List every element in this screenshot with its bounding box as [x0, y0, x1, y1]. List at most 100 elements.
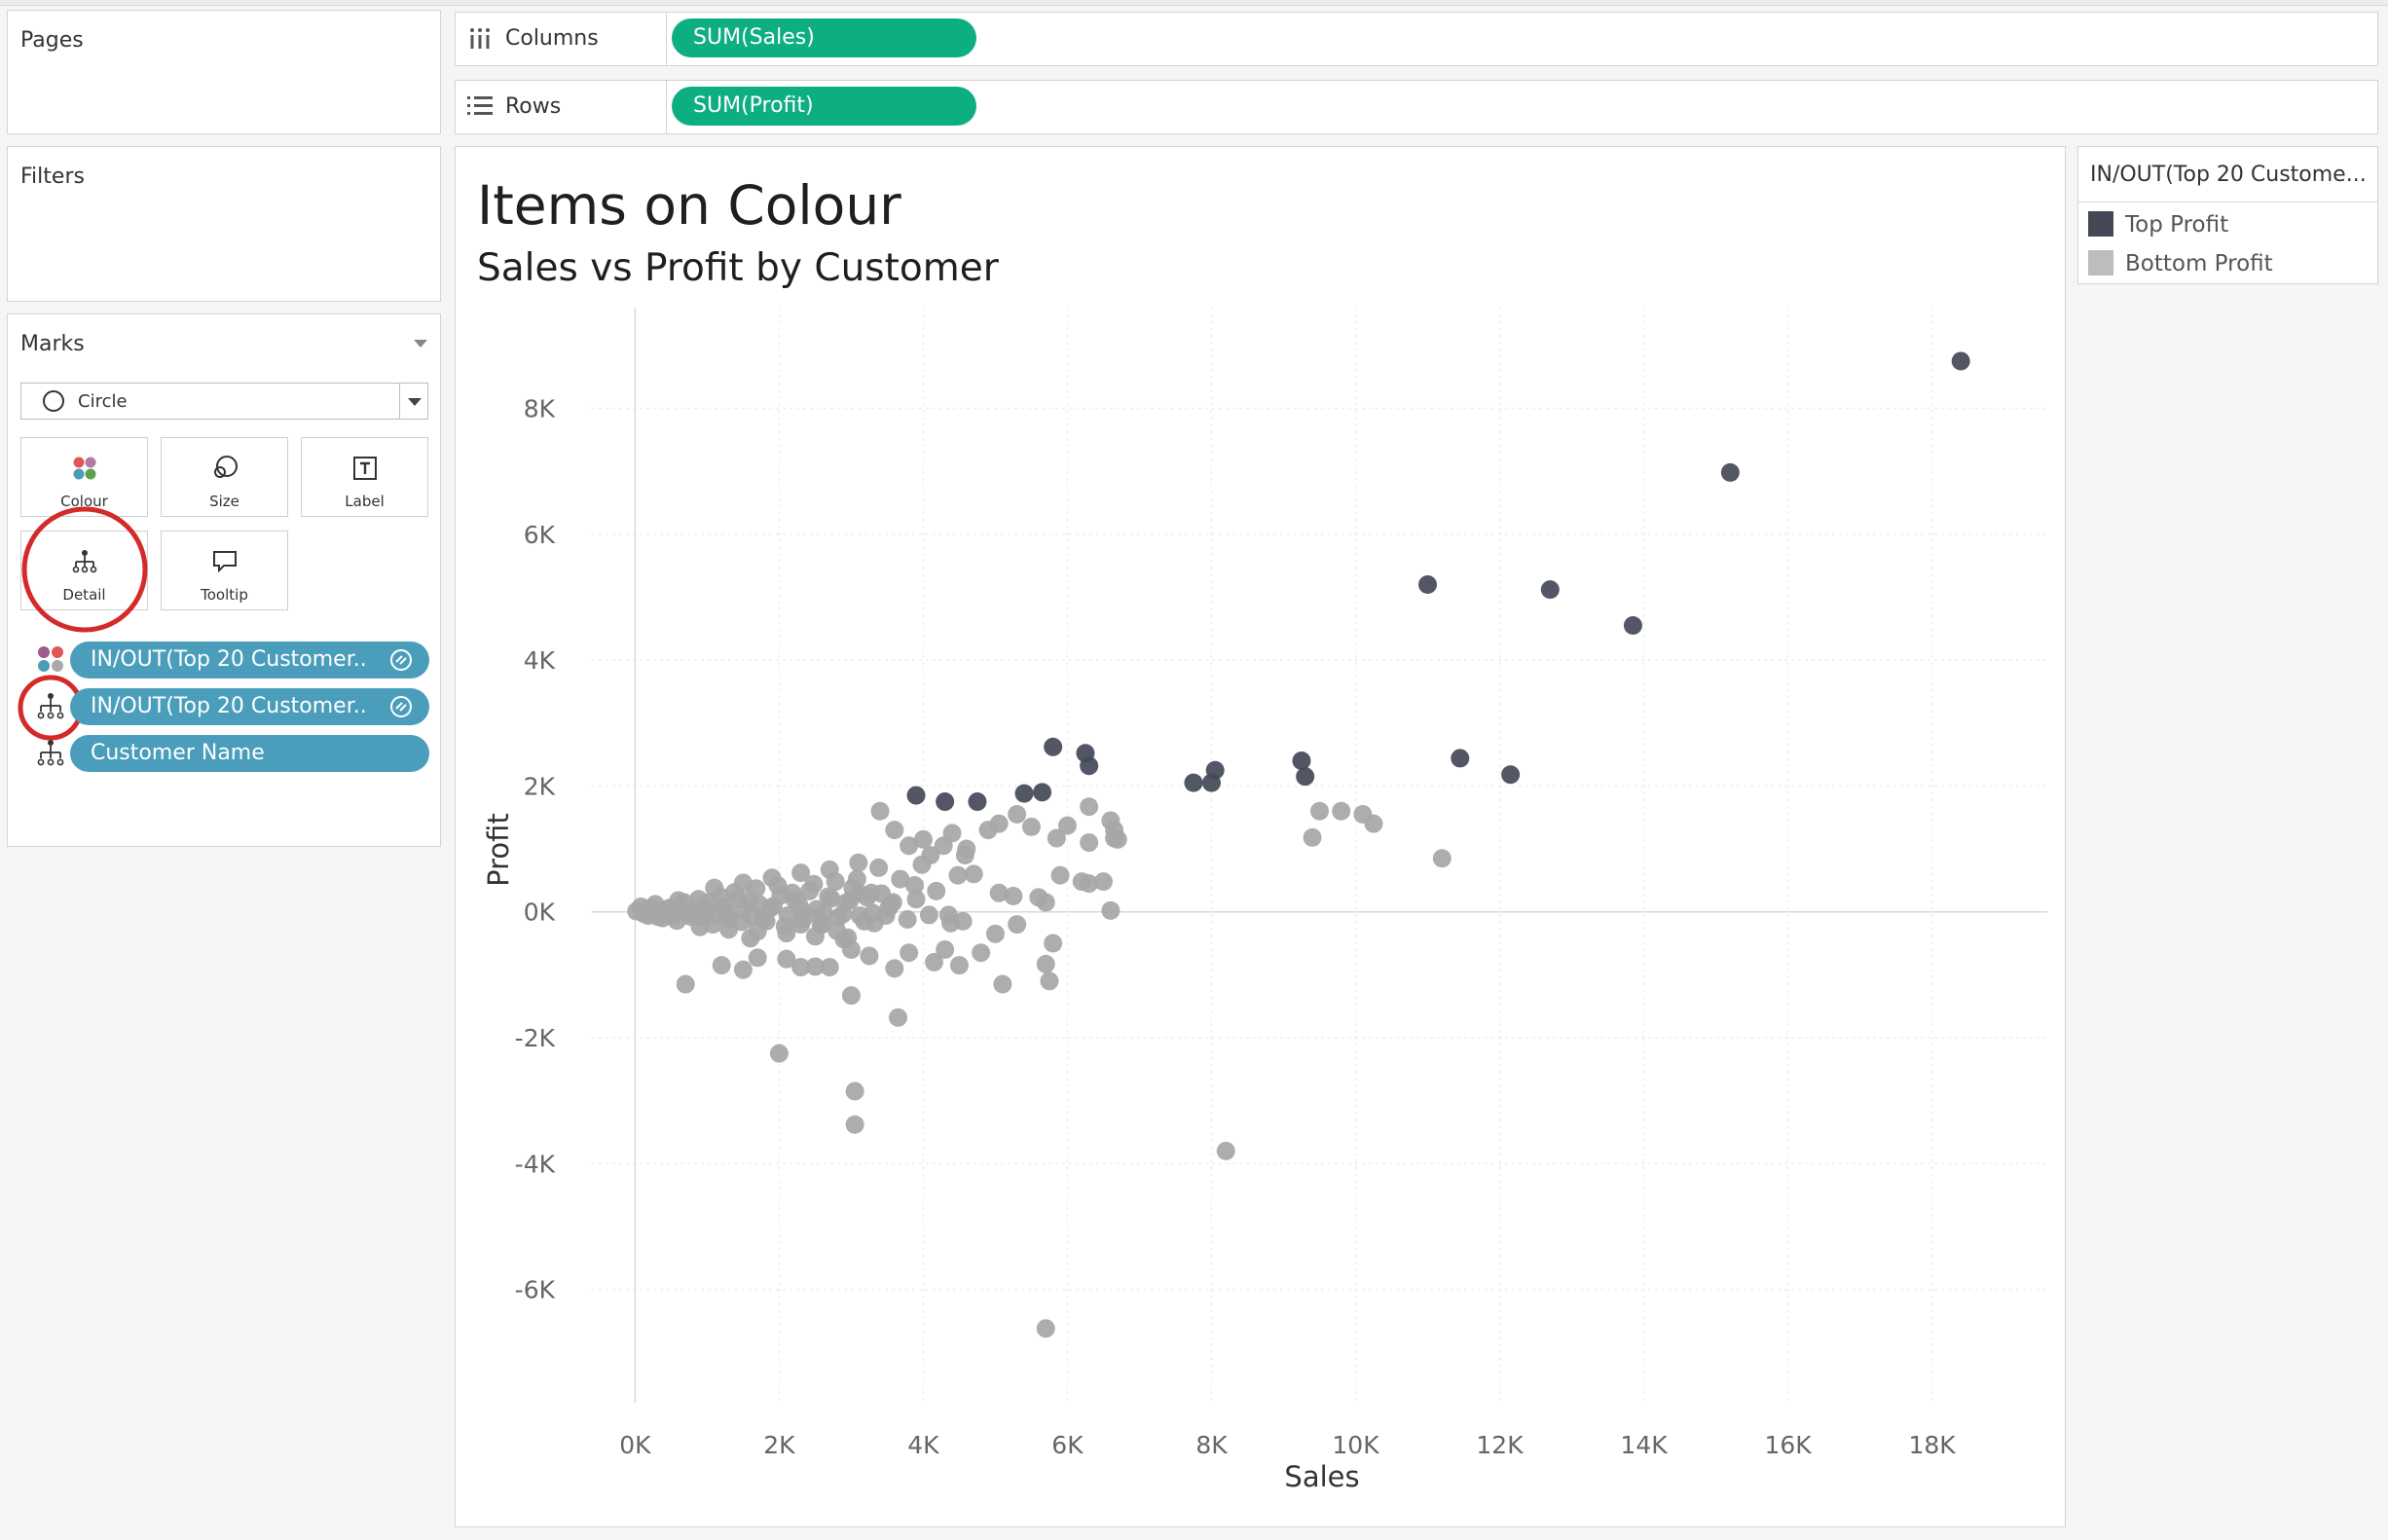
bottom-profit-point[interactable] [1303, 827, 1322, 847]
bottom-profit-point[interactable] [813, 915, 832, 935]
bottom-profit-point[interactable] [762, 868, 782, 888]
top-profit-point[interactable] [1033, 783, 1052, 802]
bottom-profit-point[interactable] [1332, 801, 1351, 821]
bottom-profit-point[interactable] [849, 883, 868, 902]
bottom-profit-point[interactable] [921, 846, 940, 864]
bottom-profit-point[interactable] [863, 903, 883, 923]
bottom-profit-point[interactable] [949, 956, 969, 975]
bottom-profit-point[interactable] [1432, 849, 1451, 868]
top-profit-point[interactable] [1080, 756, 1099, 776]
bottom-profit-point[interactable] [819, 887, 838, 906]
bottom-profit-point[interactable] [761, 898, 781, 918]
bottom-profit-point[interactable] [870, 801, 890, 821]
bottom-profit-point[interactable] [827, 921, 847, 940]
bottom-profit-point[interactable] [805, 957, 825, 976]
bottom-profit-point[interactable] [833, 904, 853, 924]
bottom-profit-point[interactable] [1004, 887, 1023, 906]
size-button[interactable]: Size [161, 437, 288, 517]
bottom-profit-point[interactable] [841, 939, 861, 959]
bottom-profit-point[interactable] [820, 860, 839, 879]
bottom-profit-point[interactable] [733, 873, 753, 893]
bottom-profit-point[interactable] [645, 895, 665, 914]
bottom-profit-point[interactable] [953, 911, 973, 931]
columns-shelf[interactable]: Columns SUM(Sales) [455, 12, 2378, 66]
bottom-profit-point[interactable] [791, 863, 811, 883]
bottom-profit-point[interactable] [948, 865, 968, 885]
tooltip-button[interactable]: Tooltip [161, 531, 288, 610]
bottom-profit-point[interactable] [906, 890, 926, 909]
bottom-profit-point[interactable] [1021, 817, 1041, 836]
bottom-profit-point[interactable] [849, 853, 868, 872]
bottom-profit-point[interactable] [1310, 801, 1329, 821]
bottom-profit-point[interactable] [985, 924, 1005, 943]
bottom-profit-point[interactable] [869, 858, 889, 877]
bottom-profit-point[interactable] [1044, 934, 1063, 953]
bottom-profit-point[interactable] [1057, 816, 1077, 835]
bottom-profit-point[interactable] [1080, 797, 1099, 817]
field-pill-customer-name[interactable]: Customer Name [70, 735, 429, 772]
mark-type-dropdown[interactable]: Circle [20, 383, 428, 420]
bottom-profit-point[interactable] [1080, 833, 1099, 853]
bottom-profit-point[interactable] [804, 874, 824, 894]
bottom-profit-point[interactable] [841, 986, 861, 1006]
bottom-profit-point[interactable] [1008, 804, 1027, 824]
bottom-profit-point[interactable] [860, 946, 879, 966]
marks-menu-caret-icon[interactable] [412, 338, 429, 349]
bottom-profit-point[interactable] [690, 917, 710, 936]
bottom-profit-point[interactable] [748, 948, 767, 968]
bottom-profit-point[interactable] [696, 899, 716, 919]
bottom-profit-point[interactable] [885, 959, 904, 978]
bottom-profit-point[interactable] [900, 836, 919, 856]
filters-card[interactable]: Filters [7, 146, 441, 302]
bottom-profit-point[interactable] [989, 883, 1009, 902]
scatter-plot[interactable]: 0K 2K 4K 6K 8K 10K 12K 14K 16K 18K -6K -4K -2K 0K 2K 4K… [456, 147, 2065, 1526]
bottom-profit-point[interactable] [719, 920, 739, 939]
top-profit-point[interactable] [936, 792, 955, 812]
bottom-profit-point[interactable] [1047, 828, 1066, 848]
bottom-profit-point[interactable] [889, 1008, 908, 1027]
bottom-profit-point[interactable] [927, 881, 946, 900]
legend-item-top-profit[interactable]: Top Profit [2088, 211, 2228, 238]
bottom-profit-point[interactable] [1101, 900, 1121, 920]
bottom-profit-point[interactable] [1036, 954, 1055, 973]
bottom-profit-point[interactable] [1040, 972, 1059, 991]
rows-shelf[interactable]: Rows SUM(Profit) [455, 80, 2378, 134]
legend-title[interactable]: IN/OUT(Top 20 Custome... [2090, 163, 2367, 187]
bottom-profit-point[interactable] [733, 960, 753, 979]
top-profit-point[interactable] [1184, 773, 1203, 792]
top-profit-point[interactable] [1296, 767, 1315, 787]
bottom-profit-point[interactable] [1353, 804, 1373, 824]
bottom-profit-point[interactable] [957, 839, 976, 859]
top-profit-point[interactable] [1044, 737, 1063, 756]
bottom-profit-point[interactable] [845, 1082, 864, 1101]
bottom-profit-point[interactable] [667, 911, 686, 931]
bottom-profit-point[interactable] [881, 895, 900, 914]
rows-pill-sum-profit[interactable]: SUM(Profit) [672, 87, 976, 126]
bottom-profit-point[interactable] [972, 943, 991, 963]
top-profit-point[interactable] [1014, 784, 1034, 803]
bottom-profit-point[interactable] [925, 952, 944, 972]
bottom-profit-point[interactable] [676, 974, 695, 994]
bottom-profit-point[interactable] [862, 883, 881, 902]
bottom-profit-point[interactable] [717, 903, 737, 923]
colour-button[interactable]: Colour [20, 437, 148, 517]
bottom-profit-point[interactable] [919, 905, 938, 925]
field-pill-colour[interactable]: IN/OUT(Top 20 Customer.. [70, 642, 429, 678]
bottom-profit-point[interactable] [964, 864, 983, 884]
bottom-profit-point[interactable] [1036, 1319, 1055, 1338]
top-profit-point[interactable] [1201, 773, 1221, 792]
bottom-profit-point[interactable] [942, 824, 962, 843]
bottom-profit-point[interactable] [1036, 893, 1055, 912]
columns-pill-sum-sales[interactable]: SUM(Sales) [672, 18, 976, 57]
bottom-profit-point[interactable] [1008, 915, 1027, 935]
bottom-profit-point[interactable] [913, 829, 933, 849]
bottom-profit-point[interactable] [905, 876, 925, 896]
bottom-profit-point[interactable] [777, 949, 796, 969]
top-profit-point[interactable] [1501, 765, 1521, 785]
bottom-profit-point[interactable] [936, 939, 955, 959]
bottom-profit-point[interactable] [845, 1115, 864, 1134]
top-profit-point[interactable] [1623, 616, 1642, 636]
bottom-profit-point[interactable] [777, 924, 796, 943]
bottom-profit-point[interactable] [1080, 874, 1099, 894]
top-profit-point[interactable] [1292, 752, 1311, 771]
